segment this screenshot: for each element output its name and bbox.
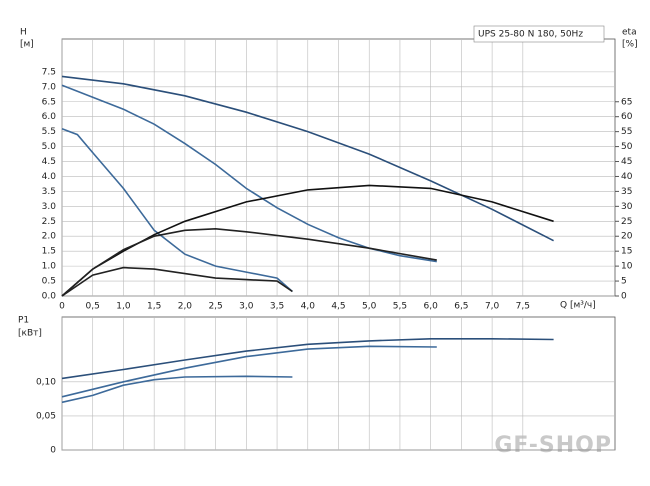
y2-tick-label: 10 <box>621 262 633 272</box>
y2-tick-label: 5 <box>621 277 627 287</box>
y2-tick-label: 60 <box>621 112 633 122</box>
x-tick-label: 5,0 <box>362 302 377 312</box>
y-tick-label: 4.5 <box>42 157 56 167</box>
series-line <box>61 375 293 404</box>
x-tick-label: 2,0 <box>178 302 193 312</box>
y-tick-label: 5.5 <box>42 127 56 137</box>
y-tick-label: 2.5 <box>42 217 56 227</box>
y-tick-label: 0.5 <box>42 277 56 287</box>
y2-tick-label: 45 <box>621 157 632 167</box>
y-unit: [м] <box>20 40 34 50</box>
y-tick-label: 1.0 <box>42 262 57 272</box>
y-tick-label: 1.5 <box>42 247 56 257</box>
y2-tick-label: 50 <box>621 142 633 152</box>
x-tick-label: 7,0 <box>485 302 500 312</box>
x-tick-label: 2,5 <box>208 302 222 312</box>
x-tick-label: 6,5 <box>454 302 468 312</box>
y2-tick-label: 65 <box>621 97 632 107</box>
y-tick-label: 2.0 <box>42 232 57 242</box>
y-tick-label: 0 <box>50 446 56 456</box>
watermark: GF-SHOP <box>494 433 612 458</box>
y2-label: eta <box>622 28 637 38</box>
legend-box <box>473 25 605 43</box>
y-label: P1 <box>18 316 29 326</box>
y-tick-label: 7.5 <box>42 67 56 77</box>
y2-tick-label: 0 <box>621 292 627 302</box>
y2-tick-label: 20 <box>621 232 633 242</box>
y2-tick-label: 55 <box>621 127 632 137</box>
x-tick-label: 6,0 <box>424 302 439 312</box>
y-tick-label: 5.0 <box>42 142 57 152</box>
y-tick-label: 0.0 <box>42 292 57 302</box>
series-line <box>61 75 554 242</box>
y2-tick-label: 25 <box>621 217 632 227</box>
x-label: Q [м³/ч] <box>560 301 596 311</box>
y2-tick-label: 30 <box>621 202 633 212</box>
series-line <box>61 184 554 297</box>
y2-tick-label: 35 <box>621 187 632 197</box>
y2-unit: [%] <box>622 40 638 50</box>
series-line <box>61 127 293 293</box>
y2-tick-label: 40 <box>621 172 633 182</box>
x-tick-label: 1,5 <box>147 302 161 312</box>
series-line <box>61 266 293 297</box>
series-line <box>61 84 437 263</box>
series-line <box>61 227 437 297</box>
y2-tick-label: 15 <box>621 247 632 257</box>
x-tick-label: 7,5 <box>516 302 530 312</box>
y-tick-label: 4.0 <box>42 172 57 182</box>
x-tick-label: 3,0 <box>239 302 254 312</box>
x-tick-label: 4,5 <box>331 302 345 312</box>
y-tick-label: 0,05 <box>36 411 56 421</box>
x-tick-label: 3,5 <box>270 302 284 312</box>
y-tick-label: 3.5 <box>42 187 56 197</box>
y-label: H <box>20 28 27 38</box>
y-tick-label: 6.5 <box>42 97 56 107</box>
y-tick-label: 0,10 <box>36 377 56 387</box>
x-tick-label: 5,5 <box>393 302 407 312</box>
x-tick-label: 0,5 <box>86 302 100 312</box>
legend: UPS 25-80 N 180, 50Hz <box>478 30 583 40</box>
y-unit: [кВт] <box>18 329 42 339</box>
series-line <box>61 345 437 398</box>
y-tick-label: 6.0 <box>42 112 57 122</box>
x-tick-label: 4,0 <box>301 302 316 312</box>
y-tick-label: 7.0 <box>42 82 57 92</box>
x-tick-label: 0 <box>59 302 65 312</box>
series-line <box>61 338 554 380</box>
y-tick-label: 3.0 <box>42 202 57 212</box>
x-tick-label: 1,0 <box>116 302 131 312</box>
